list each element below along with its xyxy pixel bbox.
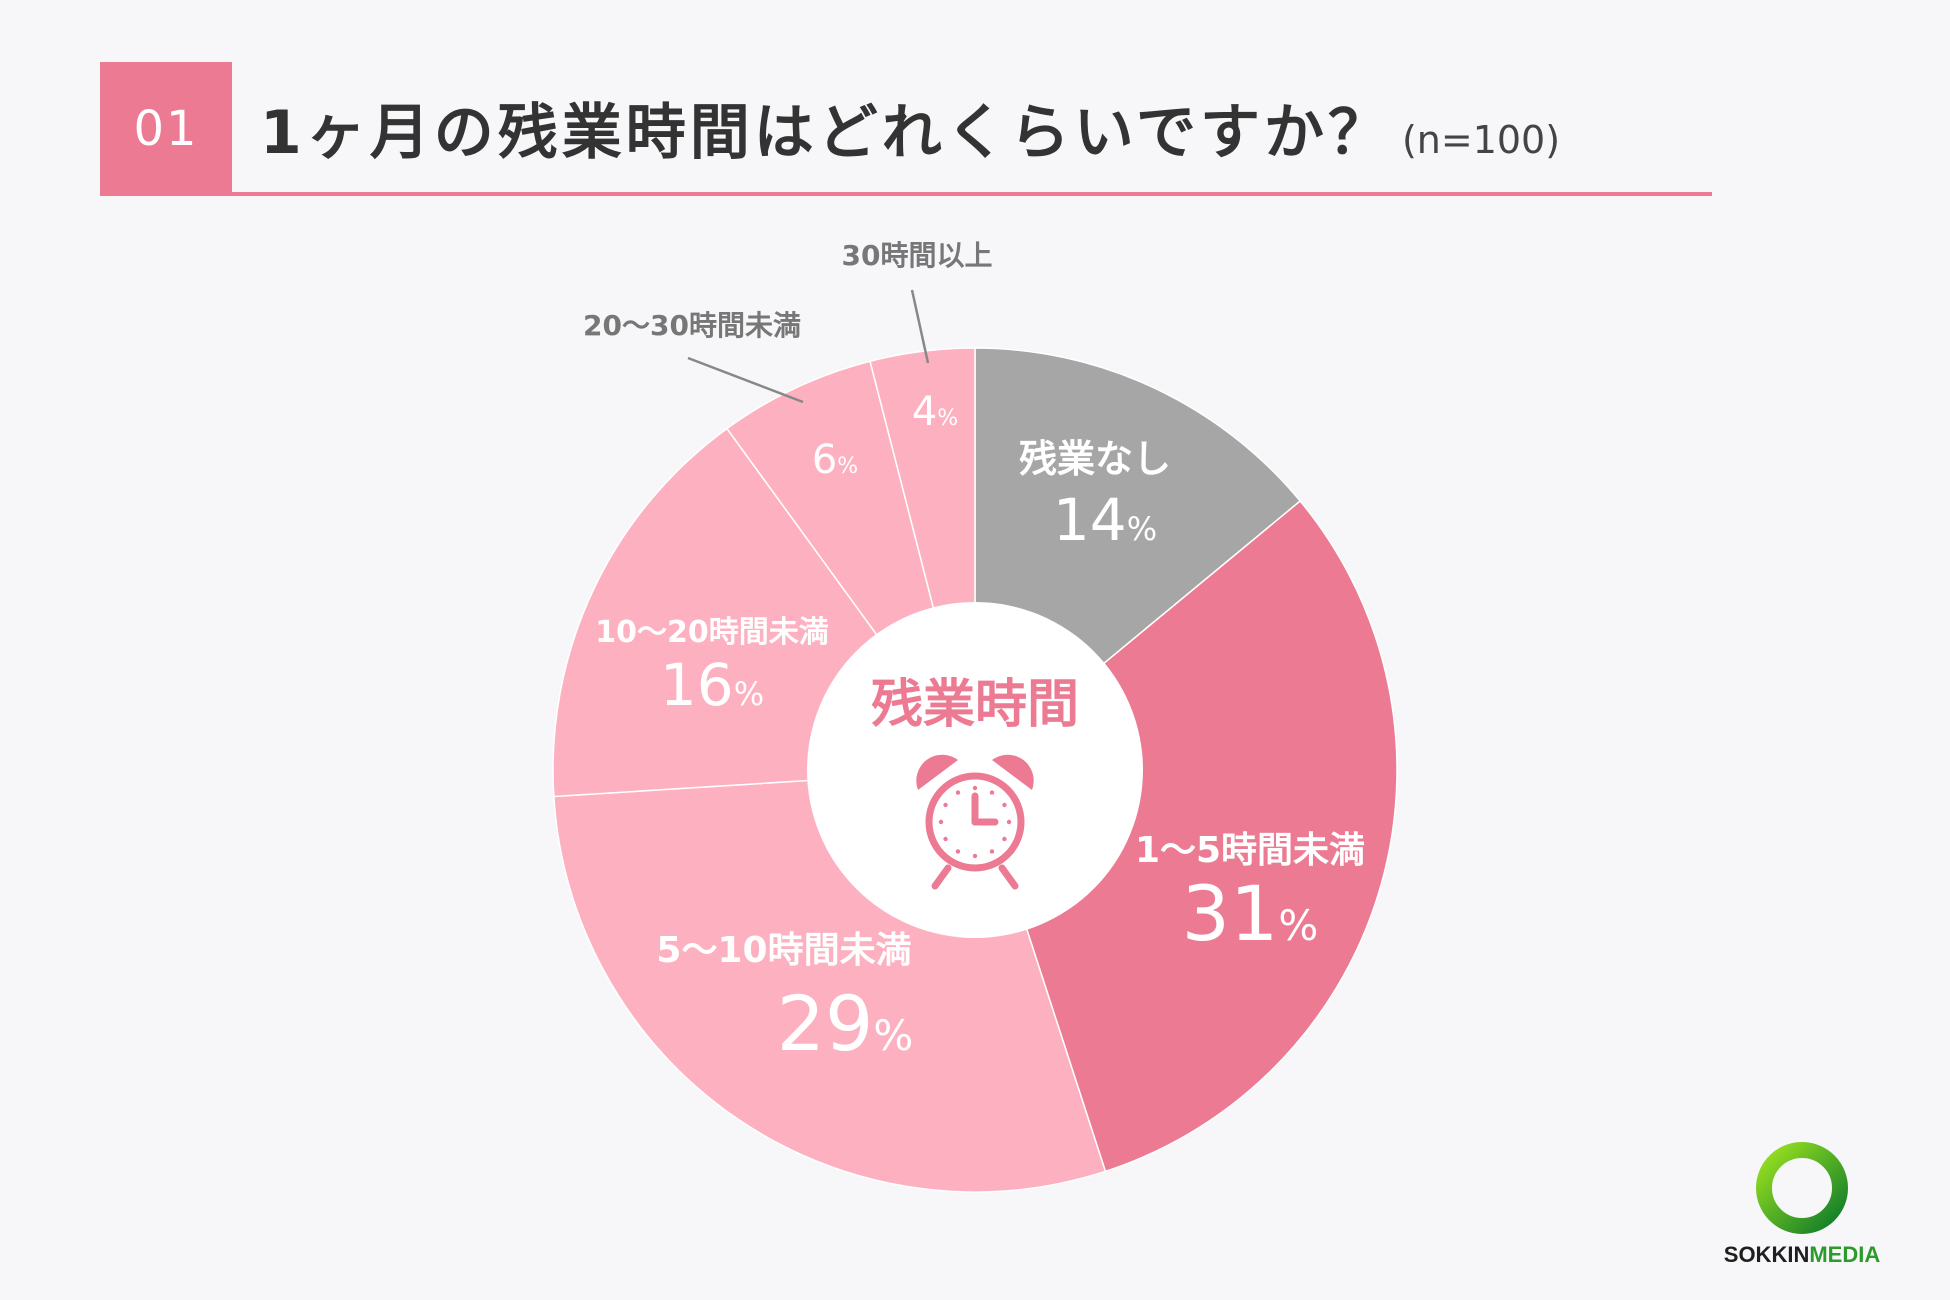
center-label: 残業時間 bbox=[871, 675, 1079, 735]
slice-value: 4% bbox=[912, 389, 958, 435]
alarm-clock-icon bbox=[916, 754, 1034, 890]
title-underline bbox=[100, 192, 1712, 196]
slice-value: 31% bbox=[1182, 869, 1319, 958]
sample-size: (n=100) bbox=[1401, 118, 1561, 162]
page-title: 1ヶ月の残業時間はどれくらいですか？ (n=100) bbox=[260, 84, 1560, 171]
header: 01 1ヶ月の残業時間はどれくらいですか？ (n=100) bbox=[100, 62, 1712, 197]
slice-label: 1〜5時間未満 bbox=[1135, 830, 1365, 871]
brand-name: SOKKINMEDIA bbox=[1712, 1242, 1892, 1268]
slice-label: 20〜30時間未満 bbox=[583, 309, 801, 342]
leader-line bbox=[687, 356, 804, 404]
slice-label: 30時間以上 bbox=[842, 239, 993, 272]
sokkin-ring-logo-icon bbox=[1756, 1142, 1848, 1234]
slice-label: 10〜20時間未満 bbox=[595, 615, 829, 650]
pie-slice bbox=[974, 499, 1398, 1173]
slice-label: 5〜10時間未満 bbox=[656, 930, 911, 971]
leader-line bbox=[910, 289, 930, 364]
question-number-badge: 01 bbox=[100, 62, 232, 195]
slice-value: 6% bbox=[812, 437, 858, 483]
brand-logo: SOKKINMEDIA bbox=[1712, 1140, 1892, 1270]
slice-value: 29% bbox=[777, 979, 914, 1068]
brand-name-part1: SOKKIN bbox=[1723, 1242, 1810, 1267]
slice-value: 16% bbox=[660, 651, 764, 719]
brand-name-part2: MEDIA bbox=[1809, 1242, 1881, 1267]
slice-label: 残業なし bbox=[1019, 437, 1171, 481]
donut-hole bbox=[807, 602, 1143, 938]
title-text: 1ヶ月の残業時間はどれくらいですか？ bbox=[260, 98, 1392, 168]
slice-value: 14% bbox=[1053, 486, 1157, 554]
